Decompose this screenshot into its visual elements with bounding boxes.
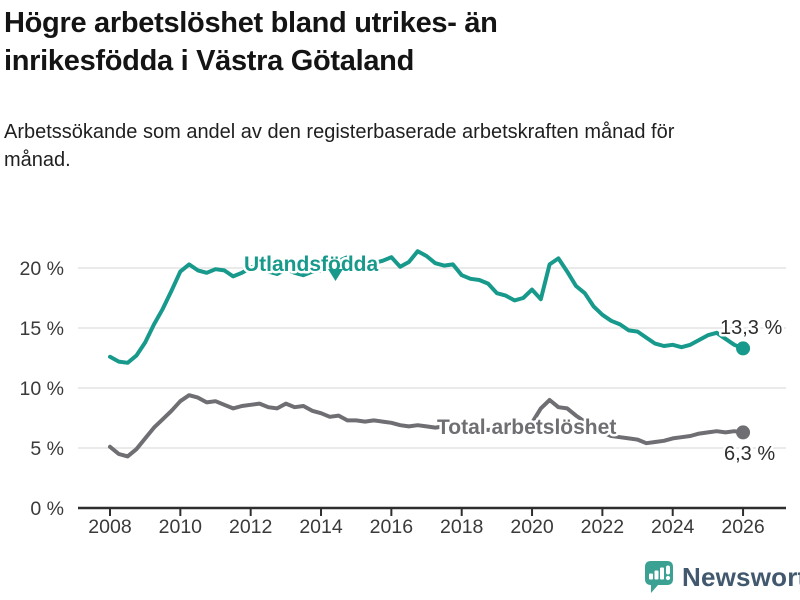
y-tick-label: 15 % — [20, 318, 64, 340]
brand-name: Newsworthy — [682, 561, 800, 592]
x-tick-label: 2016 — [370, 516, 413, 538]
y-tick-label: 10 % — [20, 378, 64, 400]
x-tick-label: 2022 — [581, 516, 624, 538]
total-end-dot — [736, 425, 751, 440]
total-end-value-label: 6,3 % — [724, 443, 775, 465]
total-series-label: Total arbetslöshet — [437, 416, 616, 439]
x-tick-label: 2020 — [510, 516, 554, 538]
x-tick-label: 2024 — [651, 516, 695, 538]
utlandsfodda-end-value-label: 13,3 % — [720, 317, 782, 339]
x-tick-label: 2018 — [440, 516, 483, 538]
x-tick-label: 2026 — [721, 516, 764, 538]
x-tick-label: 2010 — [159, 516, 203, 538]
utlandsfodda-line — [108, 249, 746, 365]
y-tick-label: 5 % — [30, 438, 64, 460]
page-subtitle: Arbetssökande som andel av den registerb… — [4, 121, 675, 171]
utlandsfodda-end-dot — [736, 341, 751, 356]
x-tick-label: 2008 — [88, 516, 131, 538]
newsworthy-logo-icon — [645, 561, 673, 593]
y-tick-label: 20 % — [20, 258, 64, 280]
x-tick-label: 2014 — [299, 516, 343, 538]
utlandsfodda-pointer-icon — [328, 269, 343, 281]
x-tick-label: 2012 — [229, 516, 272, 538]
page-title: Högre arbetslöshet bland utrikes- än inr… — [4, 7, 498, 77]
total-line — [108, 393, 746, 459]
footer-branding: Newsworthy — [643, 560, 800, 594]
utlandsfodda-series-label: Utlandsfödda — [244, 253, 378, 276]
y-tick-label: 0 % — [30, 498, 64, 520]
